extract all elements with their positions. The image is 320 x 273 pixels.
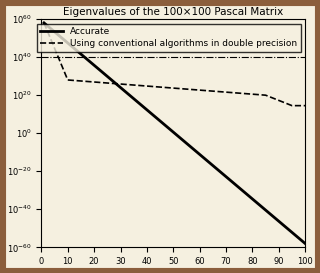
Line: Using conventional algorithms in double precision: Using conventional algorithms in double … xyxy=(44,23,305,106)
Accurate xyxy=(177,135,180,138)
Accurate xyxy=(103,73,107,76)
Legend: Accurate, Using conventional algorithms in double precision: Accurate, Using conventional algorithms … xyxy=(36,24,301,52)
Line: Accurate: Accurate xyxy=(44,23,305,244)
Accurate xyxy=(92,64,96,67)
Accurate xyxy=(303,242,307,245)
Using conventional algorithms in double precision xyxy=(177,87,180,90)
Using conventional algorithms in double precision xyxy=(303,104,307,107)
Accurate xyxy=(42,21,46,25)
Accurate xyxy=(282,224,286,227)
Using conventional algorithms in double precision xyxy=(103,81,107,84)
Title: Eigenvalues of the 100×100 Pascal Matrix: Eigenvalues of the 100×100 Pascal Matrix xyxy=(63,7,284,17)
Accurate xyxy=(198,153,202,156)
Using conventional algorithms in double precision xyxy=(92,80,96,84)
Using conventional algorithms in double precision xyxy=(282,101,286,104)
Using conventional algorithms in double precision xyxy=(198,88,202,92)
Using conventional algorithms in double precision xyxy=(290,104,294,107)
Accurate xyxy=(290,231,294,234)
Using conventional algorithms in double precision xyxy=(293,104,297,107)
Using conventional algorithms in double precision xyxy=(42,21,46,25)
